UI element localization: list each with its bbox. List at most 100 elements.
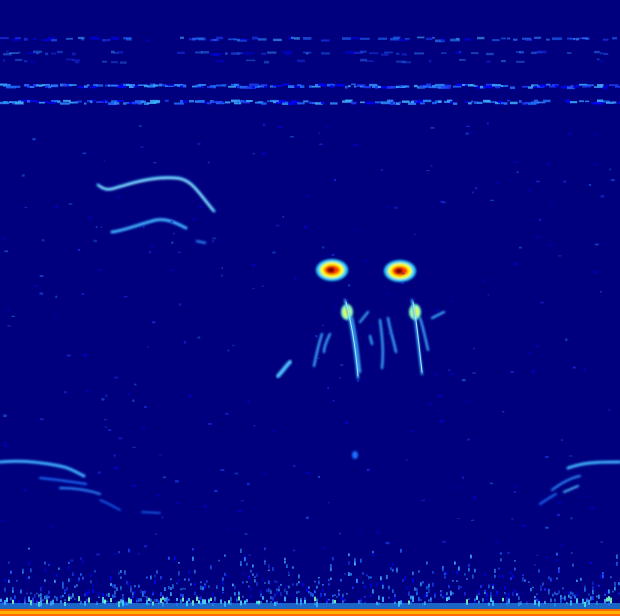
noise-speck: [178, 579, 180, 582]
noise-speck: [98, 269, 103, 271]
noise-speck: [201, 51, 210, 54]
noise-speck: [345, 99, 353, 102]
noise-speck: [278, 588, 280, 592]
noise-speck: [504, 102, 508, 105]
noise-speck: [603, 100, 610, 103]
noise-speck: [318, 132, 321, 135]
noise-speck: [342, 593, 344, 598]
noise-speck: [490, 597, 492, 603]
noise-speck: [524, 579, 526, 582]
noise-speck: [546, 83, 551, 86]
noise-speck: [114, 52, 119, 54]
lower-left-arc: [0, 459, 161, 514]
noise-speck: [531, 370, 535, 373]
noise-speck: [518, 592, 520, 596]
noise-speck: [402, 272, 405, 275]
noise-speck: [94, 570, 96, 573]
noise-speck: [412, 578, 414, 583]
noise-speck: [513, 161, 517, 163]
noise-speck: [123, 102, 127, 105]
noise-speck: [486, 593, 488, 597]
noise-speck: [450, 591, 452, 596]
noise-speck: [448, 585, 450, 589]
noise-speck: [304, 597, 306, 602]
noise-speck: [68, 596, 70, 602]
noise-speck: [63, 83, 73, 87]
noise-speck: [263, 473, 267, 475]
noise-speck: [588, 85, 591, 88]
noise-speck: [57, 100, 61, 104]
noise-speck: [40, 593, 42, 597]
noise-speck: [321, 52, 330, 55]
noise-speck: [504, 592, 506, 595]
noise-speck: [195, 84, 204, 88]
noise-speck: [504, 84, 509, 87]
noise-speck: [597, 99, 604, 103]
noise-speck: [252, 36, 259, 40]
noise-speck: [75, 61, 80, 64]
noise-speck: [10, 597, 12, 601]
noise-speck: [492, 39, 500, 42]
noise-speck: [82, 152, 87, 155]
noise-speck: [249, 83, 259, 86]
noise-speck: [556, 552, 558, 556]
noise-speck: [222, 577, 224, 581]
noise-speck: [285, 101, 289, 104]
noise-speck: [213, 53, 222, 56]
noise-speck: [88, 597, 90, 603]
noise-speck: [140, 589, 142, 594]
noise-speck: [322, 584, 324, 586]
noise-speck: [252, 287, 255, 290]
noise-speck: [414, 52, 424, 55]
noise-speck: [102, 593, 104, 597]
noise-speck: [588, 599, 590, 605]
noise-speck: [498, 100, 504, 104]
noise-speck: [97, 471, 101, 474]
noise-speck: [570, 591, 572, 595]
noise-speck: [103, 160, 106, 162]
noise-speck: [225, 101, 231, 104]
noise-speck: [537, 101, 546, 104]
noise-speck: [101, 398, 105, 401]
noise-speck: [220, 599, 222, 603]
noise-speck: [170, 221, 174, 223]
noise-speck: [60, 102, 70, 105]
noise-speck: [240, 38, 249, 41]
noise-speck: [81, 38, 85, 41]
noise-speck: [162, 84, 167, 87]
noise-speck: [114, 84, 118, 87]
noise-speck: [303, 100, 309, 103]
noise-speck: [44, 595, 46, 600]
noise-speck: [522, 37, 532, 40]
noise-speck: [182, 587, 184, 590]
noise-speck: [124, 573, 126, 575]
noise-speck: [76, 584, 78, 587]
noise-speck: [188, 570, 190, 575]
noise-speck: [252, 153, 255, 155]
noise-speck: [177, 502, 180, 505]
noise-speck: [198, 600, 200, 604]
noise-speck: [612, 590, 614, 593]
noise-speck: [27, 52, 36, 54]
noise-speck: [80, 557, 82, 560]
noise-speck: [596, 585, 598, 587]
noise-speck: [394, 601, 396, 604]
noise-speck: [396, 52, 400, 55]
noise-speck: [450, 373, 454, 376]
noise-speck: [356, 578, 358, 583]
noise-speck: [404, 576, 406, 580]
noise-speck: [496, 182, 498, 184]
noise-speck: [180, 593, 182, 597]
noise-speck: [502, 597, 504, 602]
noise-speck: [138, 598, 140, 602]
noise-speck: [147, 39, 150, 42]
noise-speck: [600, 84, 603, 87]
noise-speck: [331, 254, 335, 256]
noise-speck: [143, 545, 148, 548]
noise-speck: [56, 596, 58, 602]
noise-speck: [0, 598, 2, 603]
noise-speck: [554, 598, 556, 602]
noise-speck: [390, 86, 397, 89]
noise-speck: [272, 251, 276, 254]
noise-speck: [0, 37, 9, 40]
